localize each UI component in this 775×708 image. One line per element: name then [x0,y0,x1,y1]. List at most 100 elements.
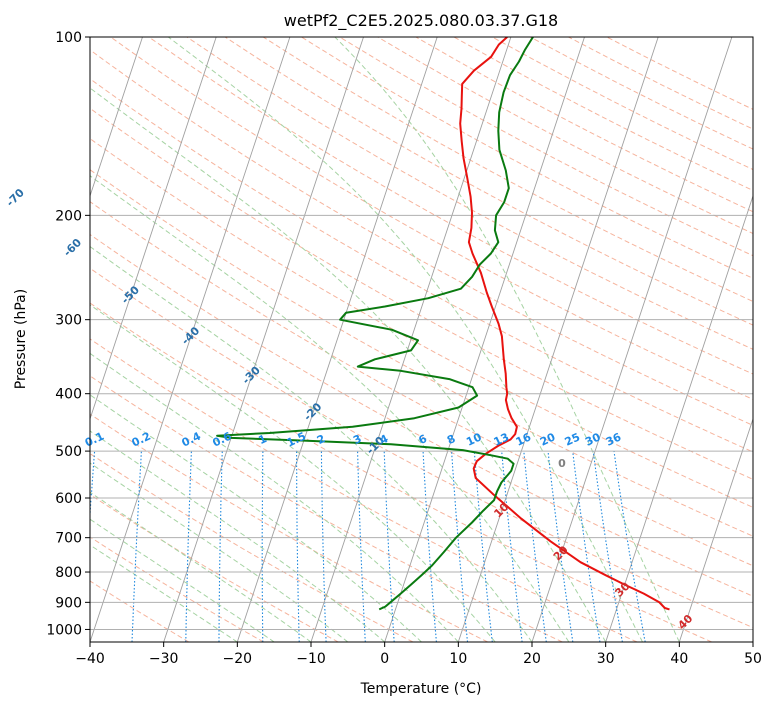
mixing-ratio-label: 16 [514,430,534,448]
mixing-ratio-line [320,451,327,642]
x-axis-label: Temperature (°C) [360,681,482,697]
mixing-ratio-line [296,451,300,642]
mixing-ratio-label: 25 [563,431,582,449]
dry-adiabat [90,138,753,508]
isotherm [90,37,143,198]
y-tick-label: 500 [55,444,82,460]
mixing-ratio-line [131,451,142,642]
moist-adiabat [90,304,496,642]
moist-adiabat [167,37,643,642]
line-labels: -100-90-80-70-60-50-40-30-20-10102030400… [4,186,696,632]
isotherm [310,37,512,642]
dry-adiabat [262,37,753,302]
x-tick-label: −20 [223,651,253,667]
isotherm [678,417,753,642]
x-tick-label: −40 [75,651,105,667]
moist-adiabat [90,394,422,642]
temperature-line [459,37,670,611]
y-axis-label: Pressure (hPa) [13,289,29,389]
isotherm [531,37,733,642]
x-tick-label: −10 [296,651,326,667]
mixing-ratio-line [90,451,96,522]
dry-adiabat [90,580,190,642]
isotherm-label: 20 [551,543,571,563]
dry-adiabat [90,375,563,642]
dry-adiabat [377,37,753,235]
dry-adiabat [90,49,753,426]
y-tick-label: 900 [55,595,82,611]
lcl-marker-label: 0 [558,457,566,470]
moist-adiabat [90,518,275,642]
x-tick-label: 50 [744,651,762,667]
mixing-ratio-line [261,451,264,642]
x-tick-label: 0 [380,651,389,667]
moist-adiabat [334,37,680,642]
y-tick-label: 800 [55,565,82,581]
isotherm-label: -50 [119,283,142,306]
dry-adiabat [568,37,753,130]
mixing-ratio-line [357,451,366,642]
isotherm-label: -70 [4,186,27,209]
moist-adiabat [90,175,570,642]
mixing-ratio-label: 36 [604,430,624,448]
mixing-ratio-label: 10 [464,430,484,448]
y-tick-label: 300 [55,313,82,329]
mixing-ratio-line [451,451,469,642]
y-tick-label: 200 [55,208,82,224]
isotherm-label: 30 [612,579,632,599]
pressure-grid [90,37,753,630]
plot-frame [89,36,754,643]
profile-series [216,37,670,611]
dewpoint-line [216,37,534,611]
mixing-ratio-label: 0.2 [130,430,153,450]
isotherm-label: -40 [179,324,202,347]
mixing-ratio-label: 6 [417,432,430,447]
moist-adiabat [90,544,238,642]
mixing-ratio-line [613,451,646,642]
isotherm [752,640,753,642]
y-tick-label: 100 [55,30,82,46]
isotherm [605,194,753,642]
mixing-ratio-label: 30 [583,430,603,448]
moist-adiabat [90,245,533,642]
x-tick-label: −30 [149,651,179,667]
isotherm [457,37,659,642]
dry-adiabat [90,536,264,642]
dry-adiabat [90,78,753,453]
isotherm [90,37,217,421]
y-tick-label: 400 [55,387,82,403]
mixing-ratio-line [473,451,493,642]
dry-adiabat [186,37,753,350]
dry-adiabat [110,37,753,400]
background-lines [0,37,753,642]
mixing-ratio-line [523,451,547,642]
mixing-ratio-label: 8 [445,432,457,447]
mixing-ratio-label: 13 [492,431,511,449]
mixing-ratio-line [185,451,192,642]
mixing-ratio-line [383,451,395,642]
y-tick-label: 600 [55,491,82,507]
mixing-ratio-line [218,451,223,642]
isotherm-label: -60 [61,236,84,259]
x-tick-label: 10 [449,651,467,667]
mixing-ratio-label: 3 [351,432,363,447]
dry-adiabat [90,493,339,642]
moist-adiabat [90,87,607,642]
y-tick-label: 1000 [46,622,82,638]
dry-adiabat [90,302,712,642]
dry-adiabat [90,267,753,629]
moist-adiabat [90,430,386,642]
isotherm [0,37,69,642]
isotherm [163,37,364,642]
isotherm-label: 10 [491,500,511,520]
isotherm [90,37,291,642]
chart-title: wetPf2_C2E5.2025.080.03.37.G18 [284,11,558,31]
mixing-ratio-label: 20 [538,430,558,448]
moist-adiabat [90,352,459,642]
mixing-ratio-label: 0.1 [83,430,106,450]
x-tick-label: 40 [670,651,688,667]
y-axis: 100 200 300 400 500 600 700 800 900 1000 [46,30,90,638]
dry-adiabat [90,453,414,642]
x-tick-label: 20 [523,651,541,667]
y-tick-label: 700 [55,531,82,547]
